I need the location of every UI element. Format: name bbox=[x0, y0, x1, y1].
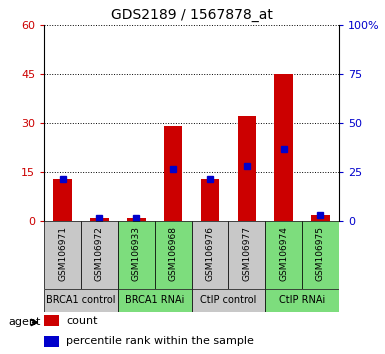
Bar bbox=[302, 221, 339, 289]
Text: BRCA1 control: BRCA1 control bbox=[46, 295, 116, 305]
Text: count: count bbox=[66, 316, 98, 326]
Text: GSM106971: GSM106971 bbox=[58, 226, 67, 281]
Bar bbox=[192, 289, 265, 312]
Bar bbox=[201, 179, 219, 221]
Bar bbox=[155, 221, 192, 289]
Bar bbox=[44, 336, 59, 347]
Bar bbox=[192, 221, 228, 289]
Bar bbox=[118, 221, 155, 289]
Title: GDS2189 / 1567878_at: GDS2189 / 1567878_at bbox=[110, 8, 273, 22]
Text: GSM106975: GSM106975 bbox=[316, 226, 325, 281]
Text: GSM106933: GSM106933 bbox=[132, 226, 141, 281]
Bar bbox=[164, 126, 182, 221]
Bar bbox=[228, 221, 265, 289]
Text: CtIP RNAi: CtIP RNAi bbox=[279, 295, 325, 305]
Bar bbox=[238, 116, 256, 221]
Bar bbox=[275, 74, 293, 221]
Bar bbox=[127, 218, 146, 221]
Bar bbox=[90, 218, 109, 221]
Bar bbox=[118, 289, 192, 312]
Text: GSM106974: GSM106974 bbox=[279, 226, 288, 281]
Text: agent: agent bbox=[8, 318, 40, 327]
Bar bbox=[265, 289, 339, 312]
Bar bbox=[265, 221, 302, 289]
Text: BRCA1 RNAi: BRCA1 RNAi bbox=[125, 295, 184, 305]
Text: GSM106968: GSM106968 bbox=[169, 226, 177, 281]
Bar bbox=[44, 221, 81, 289]
Text: GSM106976: GSM106976 bbox=[206, 226, 214, 281]
Bar bbox=[311, 215, 330, 221]
Text: GSM106977: GSM106977 bbox=[242, 226, 251, 281]
Bar bbox=[44, 315, 59, 326]
Bar bbox=[54, 179, 72, 221]
Bar bbox=[44, 289, 118, 312]
Bar bbox=[81, 221, 118, 289]
Text: GSM106972: GSM106972 bbox=[95, 226, 104, 281]
Text: percentile rank within the sample: percentile rank within the sample bbox=[66, 336, 254, 346]
Text: CtIP control: CtIP control bbox=[200, 295, 256, 305]
